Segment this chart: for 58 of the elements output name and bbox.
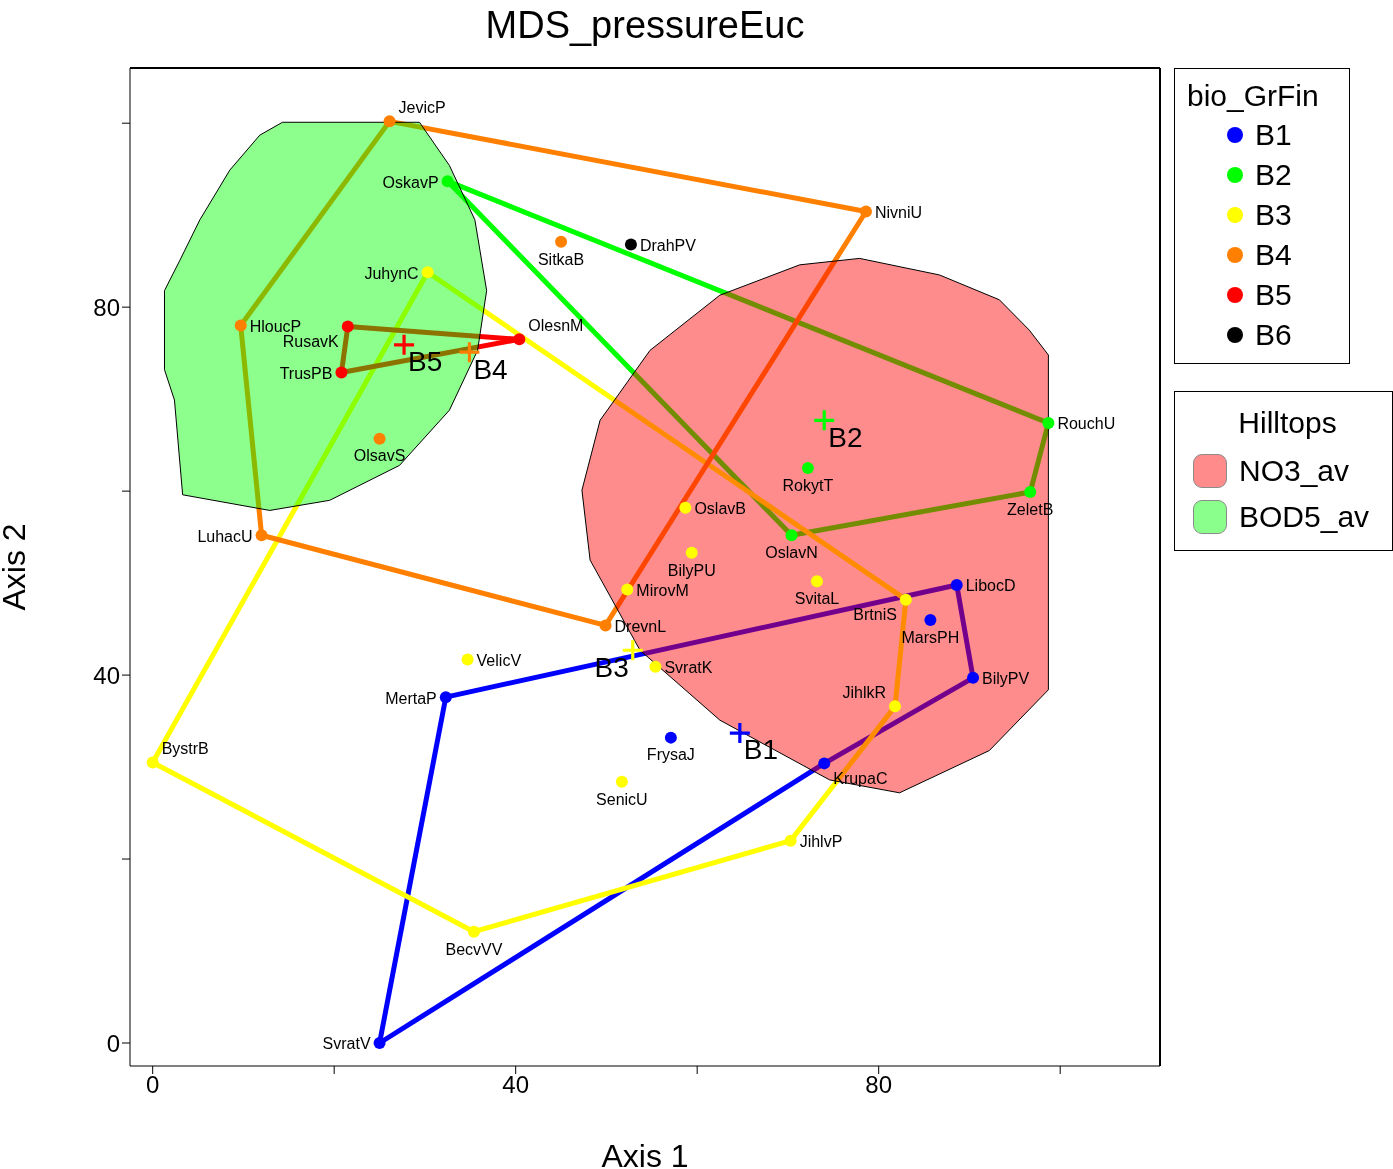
data-label: SvratK — [664, 659, 713, 677]
data-label: B1 — [743, 734, 779, 766]
data-label: KrupaC — [833, 770, 888, 788]
data-label: LibocD — [965, 577, 1016, 595]
data-label: OlesnM — [528, 317, 584, 335]
data-label: BecvVV — [445, 940, 503, 958]
y-tick-label: 40 — [93, 661, 120, 689]
legend-label: BOD5_av — [1238, 499, 1371, 535]
data-label: BrtniS — [853, 606, 897, 624]
data-label: B5 — [408, 346, 443, 378]
x-tick-label: 40 — [502, 1071, 530, 1099]
data-label: LuhacU — [197, 527, 253, 545]
legend-label: NO3_av — [1238, 453, 1351, 489]
data-label: RouchU — [1057, 415, 1116, 433]
data-label: BystrB — [161, 740, 209, 758]
legend-label: B3 — [1254, 197, 1293, 233]
data-label: JihlkR — [842, 684, 887, 702]
y-tick-label: 0 — [106, 1029, 120, 1057]
text: Hilltops — [1237, 406, 1338, 440]
data-label: OslavN — [765, 544, 818, 562]
data-label: RokytT — [782, 476, 834, 494]
data-label: B2 — [828, 421, 863, 453]
data-label: DrahPV — [639, 237, 697, 254]
data-label: OskavP — [382, 173, 439, 191]
data-label: BilyPU — [667, 561, 716, 579]
legend-label: B1 — [1254, 117, 1293, 153]
data-label: BilyPV — [982, 670, 1030, 688]
y-axis-title: Axis 2 — [0, 523, 33, 611]
data-label: SvitaL — [794, 590, 840, 608]
legend-title: bio_GrFin — [1187, 79, 1320, 113]
data-label: MertaP — [385, 689, 437, 707]
data-label: DrevnL — [614, 617, 667, 635]
data-label: NivniU — [874, 203, 923, 221]
data-label: HloucP — [249, 317, 302, 335]
data-label: OslavB — [694, 500, 746, 518]
data-label: TrusPB — [279, 364, 333, 382]
data-label: JuhynC — [364, 264, 419, 282]
data-label: SenicU — [596, 790, 648, 808]
x-axis-title: Axis 1 — [601, 1138, 689, 1169]
data-label: FrysaJ — [646, 746, 695, 764]
chart-title: MDS_pressureEuc — [484, 4, 806, 47]
legend-label: B2 — [1254, 157, 1293, 193]
legend-label: B6 — [1254, 317, 1293, 353]
data-label: OlsavS — [353, 447, 406, 465]
data-label: VelicV — [476, 651, 522, 669]
data-label: SitkaB — [537, 250, 585, 268]
legend-label: B4 — [1254, 237, 1293, 273]
data-label: B4 — [473, 353, 508, 385]
y-tick-label: 80 — [93, 293, 120, 321]
data-label: MarsPH — [901, 628, 960, 646]
x-tick-label: 0 — [146, 1071, 160, 1099]
data-label: JihlvP — [799, 833, 843, 851]
data-label: RusavK — [282, 333, 340, 351]
data-label: SvratV — [322, 1035, 371, 1053]
legend-label: B5 — [1254, 277, 1293, 313]
data-label: MirovM — [636, 581, 689, 599]
data-label: JevicP — [398, 99, 446, 117]
x-tick-label: 80 — [865, 1071, 893, 1099]
